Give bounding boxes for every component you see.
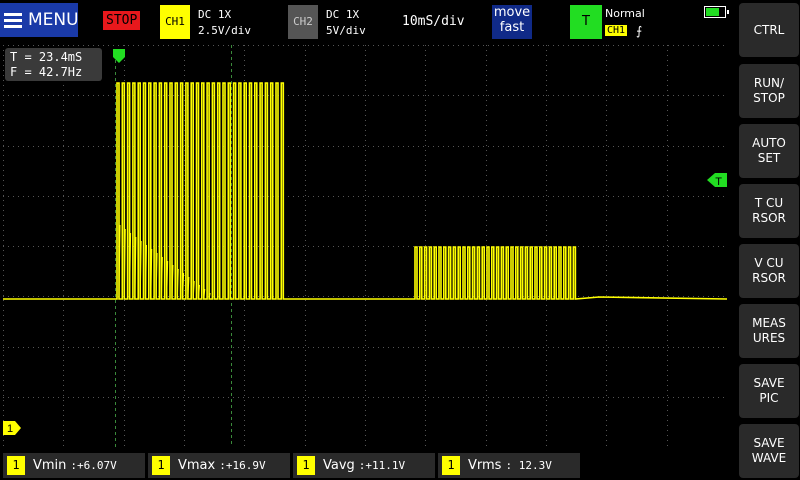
top-status-bar: MENU STOP CH1 DC 1X 2.5V/div CH2 DC 1X 5… xyxy=(0,0,735,45)
trigger-level-label: T xyxy=(715,176,722,188)
menu-icon xyxy=(4,12,22,28)
measure-label: Vmin xyxy=(33,458,67,473)
measure-channel-badge: 1 xyxy=(7,456,25,475)
ch2-scale: 5V/div xyxy=(326,24,366,37)
measure-value: : 12.3V xyxy=(505,459,552,472)
ch1-settings[interactable]: DC 1X 2.5V/div xyxy=(198,7,251,39)
measure-vmin[interactable]: 1 Vmin :+6.07V xyxy=(3,453,145,478)
trigger-position-marker[interactable] xyxy=(113,49,125,63)
timebase[interactable]: 10mS/div xyxy=(402,14,465,29)
menu-button[interactable]: MENU xyxy=(0,3,79,37)
frequency-value: F = 42.7Hz xyxy=(10,65,83,79)
trigger-source[interactable]: CH1 xyxy=(605,25,628,36)
measure-channel-badge: 1 xyxy=(297,456,315,475)
measure-value: :+16.9V xyxy=(219,459,266,472)
ch1-ground-label: 1 xyxy=(7,423,13,435)
ch2-coupling: DC 1X xyxy=(326,8,360,21)
move-speed: fast xyxy=(499,20,525,35)
ch1-coupling: DC 1X xyxy=(198,8,232,21)
auto-set-button[interactable]: AUTO SET xyxy=(739,124,799,178)
measure-label: Vmax xyxy=(178,458,216,473)
period-value: T = 23.4mS xyxy=(10,50,83,64)
ctrl-button[interactable]: CTRL xyxy=(739,3,799,57)
measure-vavg[interactable]: 1 Vavg :+11.1V xyxy=(293,453,435,478)
trigger-level-marker[interactable] xyxy=(707,173,727,187)
trigger-mode-box[interactable]: T xyxy=(570,5,602,39)
save-pic-button[interactable]: SAVE PIC xyxy=(739,364,799,418)
ch2-settings[interactable]: DC 1X 5V/div xyxy=(326,7,366,39)
measure-vrms[interactable]: 1 Vrms : 12.3V xyxy=(438,453,580,478)
ch1-trace-ringing xyxy=(118,224,211,300)
sidebar: CTRL RUN/ STOP AUTO SET T CU RSOR V CU R… xyxy=(739,0,800,480)
run-state-badge[interactable]: STOP xyxy=(103,11,141,30)
move-speed-button[interactable]: move fast xyxy=(492,5,532,39)
rising-edge-icon: ⨍ xyxy=(636,24,643,38)
ch2-tag[interactable]: CH2 xyxy=(288,5,318,39)
menu-label: MENU xyxy=(28,10,79,30)
move-label: move xyxy=(493,5,531,20)
measure-channel-badge: 1 xyxy=(152,456,170,475)
measure-vmax[interactable]: 1 Vmax :+16.9V xyxy=(148,453,290,478)
frequency-readout: T = 23.4mS F = 42.7Hz xyxy=(5,48,102,81)
ch1-tag[interactable]: CH1 xyxy=(160,5,190,39)
measure-value: :+11.1V xyxy=(358,459,406,472)
measurement-bar: 1 Vmin :+6.07V 1 Vmax :+16.9V 1 Vavg :+1… xyxy=(0,451,800,480)
measure-label: Vavg xyxy=(323,458,355,473)
battery-level xyxy=(706,8,719,16)
time-cursor-button[interactable]: T CU RSOR xyxy=(739,184,799,238)
markers-layer: T 1 xyxy=(3,49,727,435)
measure-channel-badge: 1 xyxy=(442,456,460,475)
ch1-trace xyxy=(3,82,727,300)
ch1-scale: 2.5V/div xyxy=(198,24,251,37)
ch1-ground-marker[interactable] xyxy=(3,421,21,435)
measures-button[interactable]: MEAS URES xyxy=(739,304,799,358)
volt-cursor-button[interactable]: V CU RSOR xyxy=(739,244,799,298)
battery-icon xyxy=(704,6,729,18)
measure-value: :+6.07V xyxy=(70,459,117,472)
save-wave-button[interactable]: SAVE WAVE xyxy=(739,424,799,478)
ch1-waveform xyxy=(3,82,727,300)
measure-label: Vrms xyxy=(468,458,502,473)
run-stop-button[interactable]: RUN/ STOP xyxy=(739,64,799,118)
waveform-display[interactable]: T 1 xyxy=(3,45,727,447)
trigger-mode[interactable]: Normal xyxy=(605,7,645,20)
